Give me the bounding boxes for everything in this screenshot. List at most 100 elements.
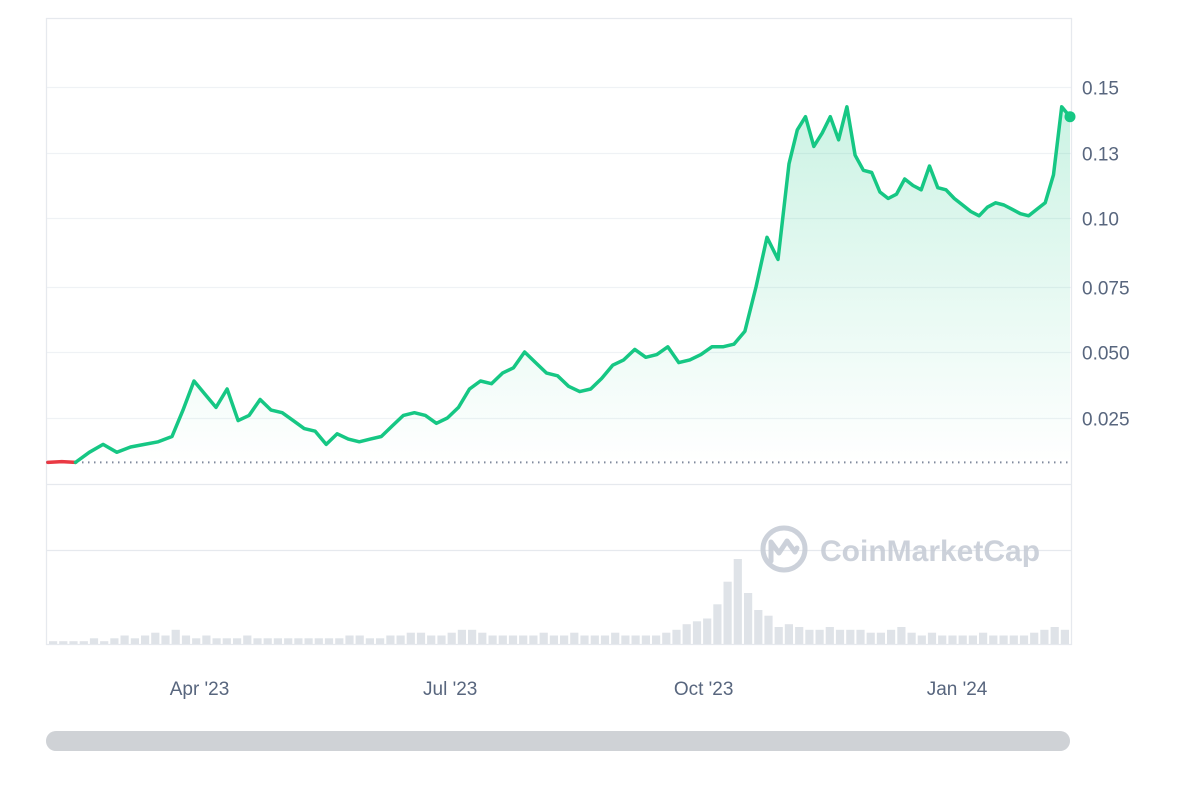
volume-bar <box>835 629 845 644</box>
volume-bar <box>304 638 313 644</box>
volume-bar <box>876 632 885 644</box>
volume-bar <box>222 638 231 644</box>
volume-bar <box>958 635 967 644</box>
volume-bar <box>406 632 415 644</box>
range-scrollbar[interactable] <box>46 731 1070 751</box>
y-tick-label: 0.10 <box>1082 210 1119 231</box>
volume-bar <box>181 635 191 644</box>
volume-bar <box>692 621 702 644</box>
y-tick-label: 0.15 <box>1082 79 1119 100</box>
volume-bar <box>662 632 671 644</box>
volume-bar <box>784 624 793 644</box>
volume-bar <box>365 638 374 644</box>
volume-bar <box>324 638 334 644</box>
volume-bar <box>151 632 160 644</box>
volume-bar <box>89 638 99 644</box>
x-tick-label: Apr '23 <box>170 679 230 700</box>
volume-bar <box>989 635 998 644</box>
volume-bar <box>795 627 804 644</box>
volume-bar <box>1009 635 1018 644</box>
volume-bar <box>713 604 722 644</box>
volume-bar <box>59 641 68 644</box>
volume-bar <box>917 635 926 644</box>
volume-bar <box>600 635 610 644</box>
price-line-below-baseline <box>46 459 78 465</box>
volume-bar <box>754 610 763 644</box>
volume-bar <box>437 635 446 644</box>
volume-bar <box>49 641 58 644</box>
volume-bar <box>856 629 865 644</box>
volume-bar <box>447 632 456 644</box>
volume-bar <box>641 635 650 644</box>
chart-frame <box>45 17 1073 646</box>
volume-bar <box>110 638 119 644</box>
volume-bar <box>815 629 824 644</box>
coinmarketcap-watermark: CoinMarketCap <box>760 525 1040 573</box>
volume-bar <box>611 632 620 644</box>
watermark-text: CoinMarketCap <box>820 535 1040 568</box>
volume-bar <box>927 632 937 644</box>
volume-bar <box>621 635 630 644</box>
volume-bar <box>968 635 977 644</box>
x-axis-ticks: Apr '23 Jul '23 Oct '23 Jan '24 <box>170 679 988 700</box>
volume-bar <box>233 638 242 644</box>
volume-bar <box>376 638 385 644</box>
volume-bar <box>999 635 1008 644</box>
volume-bar <box>744 593 753 644</box>
volume-bar <box>488 635 497 644</box>
volume-bar <box>1060 629 1069 644</box>
volume-bar <box>631 635 640 644</box>
volume-bar <box>171 629 180 644</box>
volume-bar <box>100 641 109 644</box>
volume-bar <box>314 638 323 644</box>
volume-bar <box>253 638 262 644</box>
y-tick-label: 0.025 <box>1082 410 1130 431</box>
volume-bar <box>284 638 293 644</box>
x-tick-label: Jan '24 <box>927 679 988 700</box>
volume-bar <box>979 632 988 644</box>
volume-bar <box>1040 629 1049 644</box>
volume-bar <box>212 638 221 644</box>
volume-bar <box>907 632 916 644</box>
volume-bar <box>69 641 78 644</box>
volume-bar <box>427 635 436 644</box>
volume-bar <box>508 635 518 644</box>
volume-bar <box>764 615 773 644</box>
range-scrollbar-thumb[interactable] <box>46 731 1070 751</box>
x-tick-label: Oct '23 <box>674 679 734 700</box>
volume-bar <box>498 635 507 644</box>
coinmarketcap-logo-icon <box>760 525 808 573</box>
volume-bar <box>243 635 252 644</box>
volume-bar <box>805 629 814 644</box>
volume-bar <box>386 635 395 644</box>
volume-bar <box>570 632 579 644</box>
volume-bar <box>273 638 282 644</box>
volume-bar <box>672 629 681 644</box>
volume-bar <box>141 635 150 644</box>
volume-bar <box>866 632 875 644</box>
volume-bar <box>825 627 834 644</box>
volume-bar <box>723 581 732 644</box>
y-axis-ticks: 0.025 0.050 0.075 0.10 0.13 0.15 <box>1082 79 1130 431</box>
y-tick-label: 0.13 <box>1082 145 1119 166</box>
volume-bar <box>457 629 466 644</box>
volume-bar <box>130 638 139 644</box>
volume-bar <box>1030 632 1039 644</box>
x-tick-label: Jul '23 <box>423 679 477 700</box>
volume-bar <box>846 629 855 644</box>
volume-bar <box>478 632 487 644</box>
volume-bar <box>294 638 303 644</box>
volume-bar <box>519 635 528 644</box>
volume-bar <box>1019 635 1029 644</box>
volume-bar <box>938 635 947 644</box>
volume-bars <box>49 559 1069 644</box>
volume-bar <box>345 635 354 644</box>
volume-bar <box>468 629 477 644</box>
volume-bar <box>887 629 896 644</box>
volume-bar <box>560 635 569 644</box>
price-area-fill <box>48 106 1070 463</box>
volume-bar <box>263 638 272 644</box>
volume-bar <box>774 627 783 644</box>
volume-bar <box>549 635 558 644</box>
